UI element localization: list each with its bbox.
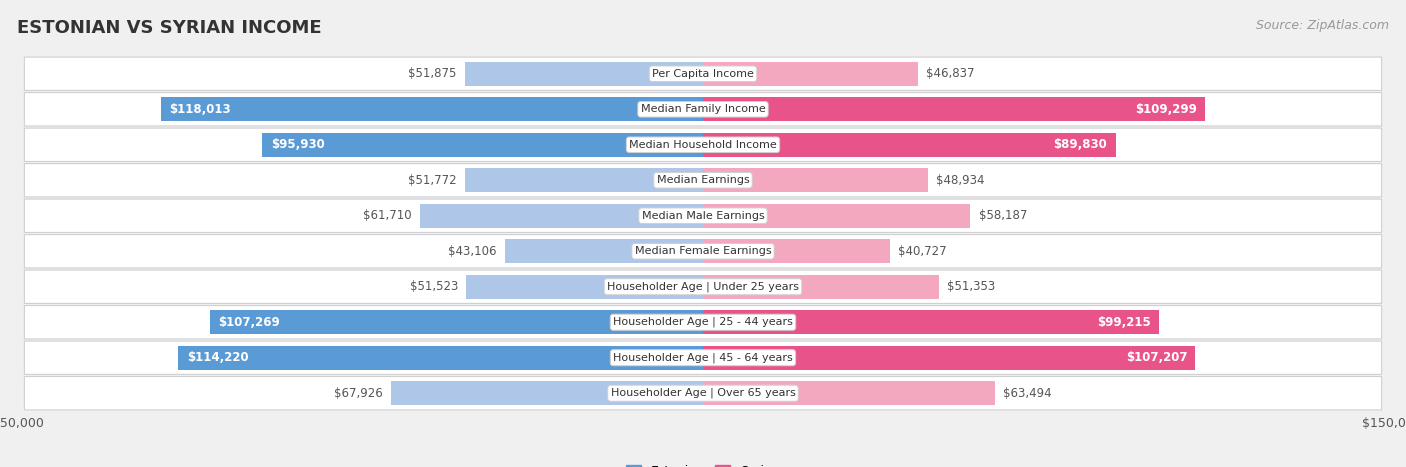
Bar xyxy=(703,346,1195,370)
Text: $51,353: $51,353 xyxy=(948,280,995,293)
Text: $114,220: $114,220 xyxy=(187,351,249,364)
Text: $51,523: $51,523 xyxy=(409,280,458,293)
Bar xyxy=(465,168,703,192)
Bar xyxy=(703,62,918,86)
Text: Source: ZipAtlas.com: Source: ZipAtlas.com xyxy=(1256,19,1389,32)
Bar xyxy=(703,97,1205,121)
FancyBboxPatch shape xyxy=(24,341,1382,375)
Text: Median Household Income: Median Household Income xyxy=(628,140,778,150)
FancyBboxPatch shape xyxy=(24,270,1382,304)
Text: $63,494: $63,494 xyxy=(1002,387,1052,400)
Text: Householder Age | Under 25 years: Householder Age | Under 25 years xyxy=(607,282,799,292)
Bar xyxy=(467,275,703,299)
Bar xyxy=(419,204,703,228)
Text: $51,772: $51,772 xyxy=(408,174,457,187)
Text: Median Male Earnings: Median Male Earnings xyxy=(641,211,765,221)
FancyBboxPatch shape xyxy=(24,163,1382,197)
Text: $107,269: $107,269 xyxy=(218,316,280,329)
Text: ESTONIAN VS SYRIAN INCOME: ESTONIAN VS SYRIAN INCOME xyxy=(17,19,322,37)
Text: Householder Age | Over 65 years: Householder Age | Over 65 years xyxy=(610,388,796,398)
Text: $89,830: $89,830 xyxy=(1053,138,1108,151)
Legend: Estonian, Syrian: Estonian, Syrian xyxy=(621,460,785,467)
Bar xyxy=(703,381,994,405)
FancyBboxPatch shape xyxy=(24,57,1382,91)
FancyBboxPatch shape xyxy=(24,376,1382,410)
Text: Median Earnings: Median Earnings xyxy=(657,175,749,185)
Text: $118,013: $118,013 xyxy=(169,103,231,116)
Text: $46,837: $46,837 xyxy=(927,67,974,80)
Text: $107,207: $107,207 xyxy=(1126,351,1187,364)
FancyBboxPatch shape xyxy=(24,234,1382,268)
FancyBboxPatch shape xyxy=(24,305,1382,339)
Text: $95,930: $95,930 xyxy=(271,138,325,151)
Text: $109,299: $109,299 xyxy=(1135,103,1197,116)
FancyBboxPatch shape xyxy=(24,199,1382,233)
Bar xyxy=(391,381,703,405)
Text: $58,187: $58,187 xyxy=(979,209,1026,222)
Bar xyxy=(179,346,703,370)
Text: Median Female Earnings: Median Female Earnings xyxy=(634,246,772,256)
Text: $43,106: $43,106 xyxy=(449,245,496,258)
FancyBboxPatch shape xyxy=(24,92,1382,126)
Text: Per Capita Income: Per Capita Income xyxy=(652,69,754,79)
Text: Median Family Income: Median Family Income xyxy=(641,104,765,114)
Text: $61,710: $61,710 xyxy=(363,209,412,222)
Text: Householder Age | 25 - 44 years: Householder Age | 25 - 44 years xyxy=(613,317,793,327)
Bar xyxy=(211,310,703,334)
Bar xyxy=(263,133,703,157)
Text: $51,875: $51,875 xyxy=(408,67,457,80)
Text: $40,727: $40,727 xyxy=(898,245,948,258)
Bar xyxy=(465,62,703,86)
Bar xyxy=(703,168,928,192)
Bar xyxy=(505,239,703,263)
Text: $67,926: $67,926 xyxy=(335,387,382,400)
Text: $99,215: $99,215 xyxy=(1097,316,1150,329)
Bar xyxy=(160,97,703,121)
Bar xyxy=(703,133,1115,157)
Text: $48,934: $48,934 xyxy=(936,174,984,187)
FancyBboxPatch shape xyxy=(24,128,1382,162)
Text: Householder Age | 45 - 64 years: Householder Age | 45 - 64 years xyxy=(613,353,793,363)
Bar xyxy=(703,275,939,299)
Bar xyxy=(703,310,1159,334)
Bar xyxy=(703,239,890,263)
Bar xyxy=(703,204,970,228)
